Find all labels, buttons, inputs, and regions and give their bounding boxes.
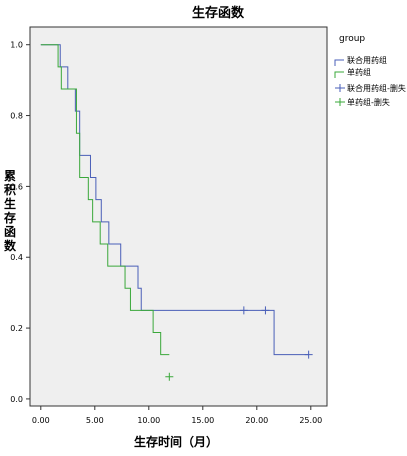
legend-item-1: 联合用药组 (334, 55, 387, 66)
legend-item-3: 联合用药组-删失 (335, 83, 406, 93)
legend: group 联合用药组 单药组 联合用药组-删失 单药组-删失 (334, 34, 406, 107)
legend-swatch-2 (334, 71, 344, 78)
y-tick-label: 1.0 (10, 41, 23, 50)
y-axis: 0.0 0.2 0.4 0.6 0.8 1.0 (10, 41, 30, 404)
survival-curve-1 (40, 44, 309, 356)
legend-label-4: 单药组-删失 (347, 97, 390, 107)
x-tick-label: 5.00 (86, 416, 104, 425)
legend-label-2: 单药组 (347, 67, 371, 77)
y-tick-label: 0.0 (10, 395, 23, 404)
legend-swatch-1 (334, 59, 344, 66)
y-tick-label: 0.6 (10, 182, 23, 191)
y-tick-label: 0.4 (10, 253, 23, 262)
x-tick-label: 0.00 (32, 416, 50, 425)
legend-marker-3 (335, 84, 345, 92)
chart-title: 生存函数 (192, 5, 245, 21)
censor-marker (239, 306, 248, 315)
legend-label-3: 联合用药组-删失 (347, 83, 406, 93)
legend-item-2: 单药组 (334, 67, 371, 78)
survival-curve-2 (40, 44, 170, 356)
x-axis: 0.00 5.00 10.00 15.00 20.00 25.00 (32, 406, 322, 425)
y-axis-label: 累积生存函数 (3, 169, 17, 253)
x-tick-label: 10.00 (137, 416, 160, 425)
y-tick-label: 0.8 (10, 112, 23, 121)
x-tick-label: 25.00 (299, 416, 322, 425)
x-tick-label: 20.00 (245, 416, 268, 425)
y-tick-label: 0.2 (10, 324, 23, 333)
legend-label-1: 联合用药组 (347, 55, 387, 65)
plot-area (29, 26, 328, 407)
censor-marker (261, 306, 270, 315)
legend-marker-4 (335, 98, 345, 106)
censor-marker (304, 350, 313, 359)
legend-item-4: 单药组-删失 (335, 97, 390, 107)
x-tick-label: 15.00 (191, 416, 214, 425)
curves (40, 44, 313, 381)
x-axis-label: 生存时间（月） (134, 434, 218, 449)
legend-title: group (339, 34, 365, 44)
censor-marker (165, 372, 174, 381)
